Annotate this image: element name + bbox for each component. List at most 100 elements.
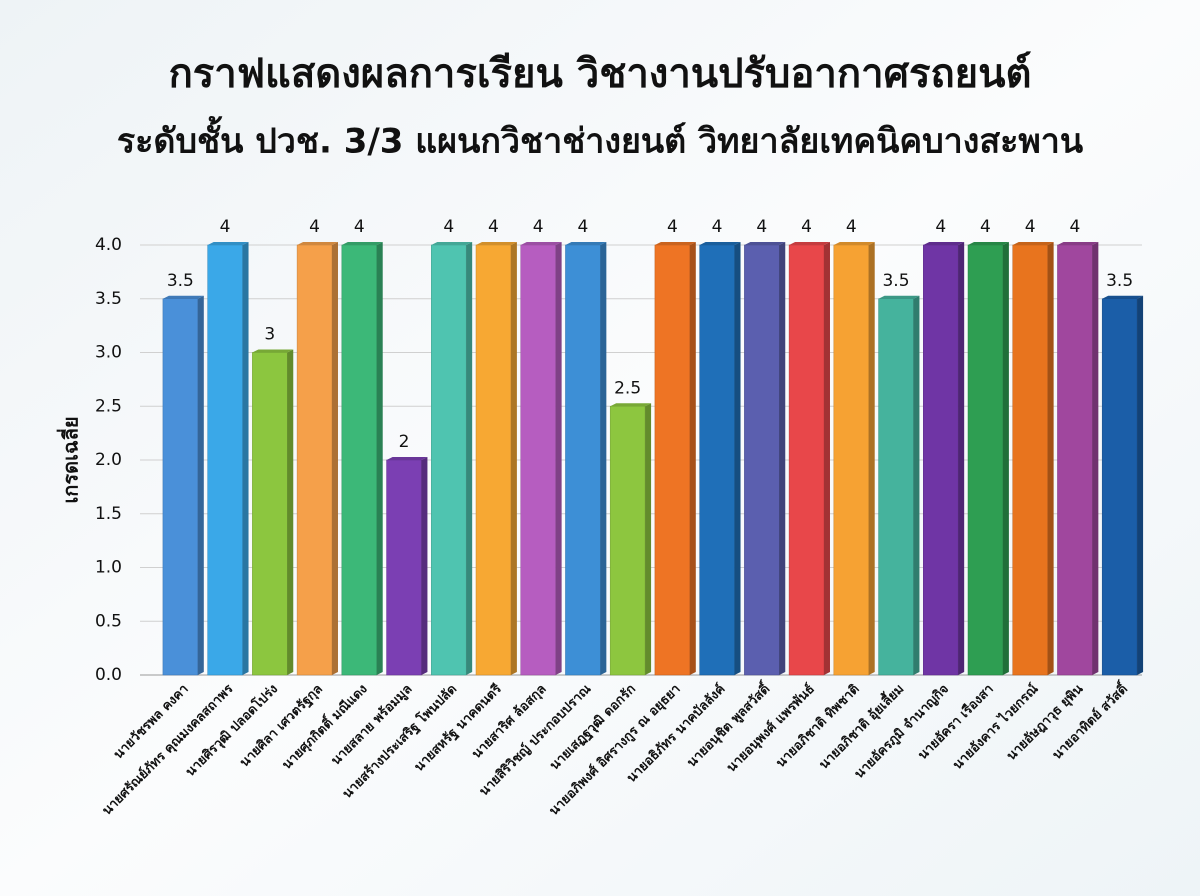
bar <box>923 244 959 676</box>
bar <box>1057 244 1093 676</box>
bar <box>520 244 556 676</box>
bar <box>744 244 780 676</box>
value-label: 4 <box>443 217 454 237</box>
chart-subtitle: ระดับชั้น ปวช. 3/3 แผนกวิชาช่างยนต์ วิทย… <box>117 116 1083 162</box>
value-label: 4 <box>801 217 812 237</box>
value-label: 4 <box>935 217 946 237</box>
bar-top <box>610 403 652 407</box>
value-label: 4 <box>1025 217 1036 237</box>
bar-side <box>600 242 607 675</box>
value-label: 4 <box>667 217 678 237</box>
bar <box>431 244 467 676</box>
bar-top <box>654 242 696 245</box>
bar-top <box>386 457 428 460</box>
y-tick-label: 0.5 <box>95 611 122 631</box>
value-label: 4 <box>756 217 767 237</box>
value-label: 3.5 <box>1106 271 1133 291</box>
bar-top <box>1057 242 1099 245</box>
y-tick-label: 4.0 <box>95 235 122 255</box>
bar-top <box>1102 295 1144 299</box>
bar-side <box>779 242 786 675</box>
bar-top <box>968 242 1009 245</box>
bar <box>833 244 869 676</box>
bar-top <box>431 242 473 245</box>
bar-side <box>689 242 696 675</box>
bar-side <box>913 295 920 675</box>
bar-top <box>297 242 338 245</box>
y-tick-label: 3.5 <box>95 289 122 309</box>
bar <box>296 244 333 676</box>
bar-top <box>162 295 204 299</box>
bar-side <box>1047 242 1054 675</box>
bar-side <box>376 242 383 675</box>
bar <box>967 244 1004 676</box>
bar-top <box>699 242 741 245</box>
value-label: 4 <box>577 217 588 237</box>
bar <box>609 406 646 676</box>
bar-top <box>252 349 294 353</box>
y-tick-label: 1.5 <box>95 504 122 524</box>
chart-title: กราฟแสดงผลการเรียน วิชางานปรับอากาศรถยนต… <box>169 51 1032 97</box>
bar-top <box>878 295 920 299</box>
y-tick-label: 2.0 <box>95 450 122 470</box>
bar-side <box>1092 242 1099 675</box>
bar-side <box>287 349 294 675</box>
value-label: 4 <box>533 217 544 237</box>
value-label: 4 <box>1069 217 1080 237</box>
y-tick-label: 1.0 <box>95 558 122 578</box>
value-label: 2 <box>399 432 410 452</box>
bar <box>878 298 914 676</box>
bar <box>341 244 377 676</box>
y-tick-label: 0.0 <box>95 665 122 685</box>
bar-side <box>242 242 249 675</box>
bar <box>788 244 825 676</box>
bar <box>207 244 243 676</box>
value-label: 4 <box>354 217 365 237</box>
value-label: 4 <box>846 217 857 237</box>
bar-side <box>421 457 428 675</box>
value-label: 4 <box>309 217 320 237</box>
bar-top <box>923 242 965 245</box>
value-label: 3.5 <box>882 271 909 291</box>
bar <box>1101 298 1138 676</box>
bar-side <box>197 295 204 675</box>
bar-side <box>466 242 473 675</box>
value-label: 4 <box>712 217 723 237</box>
bar-top <box>520 242 562 245</box>
value-label: 2.5 <box>614 378 641 398</box>
bar <box>475 244 512 676</box>
bar-top <box>341 242 383 245</box>
value-label: 4 <box>220 217 231 237</box>
bar-side <box>868 242 875 675</box>
bar <box>565 244 601 676</box>
bar-top <box>1012 242 1054 245</box>
value-label: 3 <box>264 325 275 345</box>
bar <box>1012 244 1048 676</box>
bar-top <box>789 242 830 245</box>
bar-top <box>833 242 875 245</box>
y-axis-label: เกรดเฉลี่ย <box>56 416 83 503</box>
bar-top <box>207 242 249 245</box>
bar-side <box>1137 295 1144 675</box>
y-tick-label: 3.0 <box>95 343 122 363</box>
bar-side <box>510 242 517 675</box>
bar <box>252 352 288 676</box>
bar-side <box>734 242 741 675</box>
y-tick-label: 2.5 <box>95 396 122 416</box>
bar-side <box>555 242 562 675</box>
bar <box>699 244 735 676</box>
bar-side <box>1002 242 1009 675</box>
value-label: 4 <box>980 217 991 237</box>
bar-side <box>331 242 338 675</box>
bar <box>386 459 422 676</box>
bar-side <box>958 242 965 675</box>
value-label: 3.5 <box>167 271 194 291</box>
bar-top <box>476 242 517 245</box>
bar-top <box>744 242 786 245</box>
value-label: 4 <box>488 217 499 237</box>
bar <box>162 298 199 676</box>
bar-side <box>645 403 652 675</box>
bar-top <box>565 242 607 245</box>
bar <box>654 244 691 676</box>
